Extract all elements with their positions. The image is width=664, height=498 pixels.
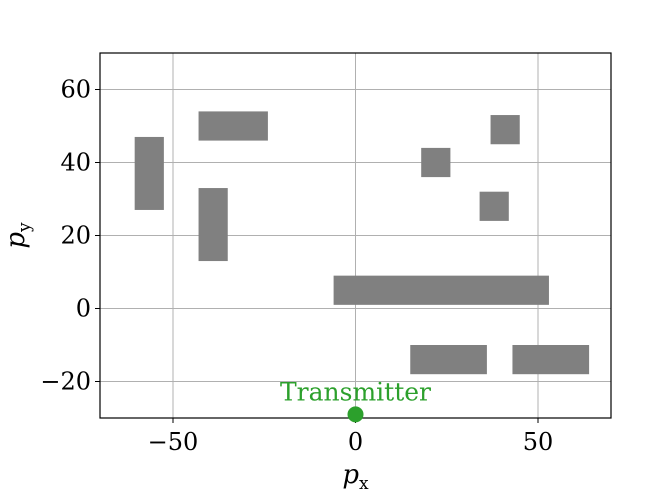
obstacle-rect-2 bbox=[198, 111, 268, 141]
x-axis-label-main: p bbox=[342, 460, 359, 490]
y-tick-label: 40 bbox=[60, 149, 91, 177]
grid-lines bbox=[100, 53, 611, 418]
transmitter-marker bbox=[347, 406, 364, 423]
transmitter-layer: Transmitter bbox=[280, 377, 431, 423]
obstacle-rect-3 bbox=[198, 188, 228, 262]
x-axis-label-subscript: x bbox=[359, 474, 369, 494]
obstacle-rect-8 bbox=[410, 345, 487, 375]
obstacle-rect-6 bbox=[479, 191, 509, 221]
obstacle-rect-9 bbox=[512, 345, 590, 375]
obstacle-rect-7 bbox=[333, 275, 549, 305]
obstacle-layer bbox=[134, 111, 590, 375]
y-axis-label: py bbox=[1, 222, 35, 249]
y-tick-label: 20 bbox=[60, 222, 91, 250]
x-axis-ticks: −50 0 50 bbox=[148, 418, 554, 456]
obstacle-rect-4 bbox=[421, 147, 451, 178]
y-tick-label: 0 bbox=[76, 295, 91, 323]
x-axis-label: px bbox=[342, 460, 369, 494]
transmitter-label: Transmitter bbox=[280, 377, 431, 406]
y-tick-label: −20 bbox=[40, 368, 91, 396]
obstacle-rect-5 bbox=[490, 115, 520, 145]
x-tick-label: −50 bbox=[148, 428, 199, 456]
y-axis-label-main: p bbox=[1, 232, 31, 249]
x-tick-label: 0 bbox=[348, 428, 363, 456]
y-axis-ticks: −20 0 20 40 60 bbox=[40, 76, 100, 396]
x-tick-label: 50 bbox=[523, 428, 554, 456]
obstacle-rect-1 bbox=[134, 136, 164, 210]
y-axis-label-subscript: y bbox=[15, 222, 35, 233]
y-tick-label: 60 bbox=[60, 76, 91, 104]
